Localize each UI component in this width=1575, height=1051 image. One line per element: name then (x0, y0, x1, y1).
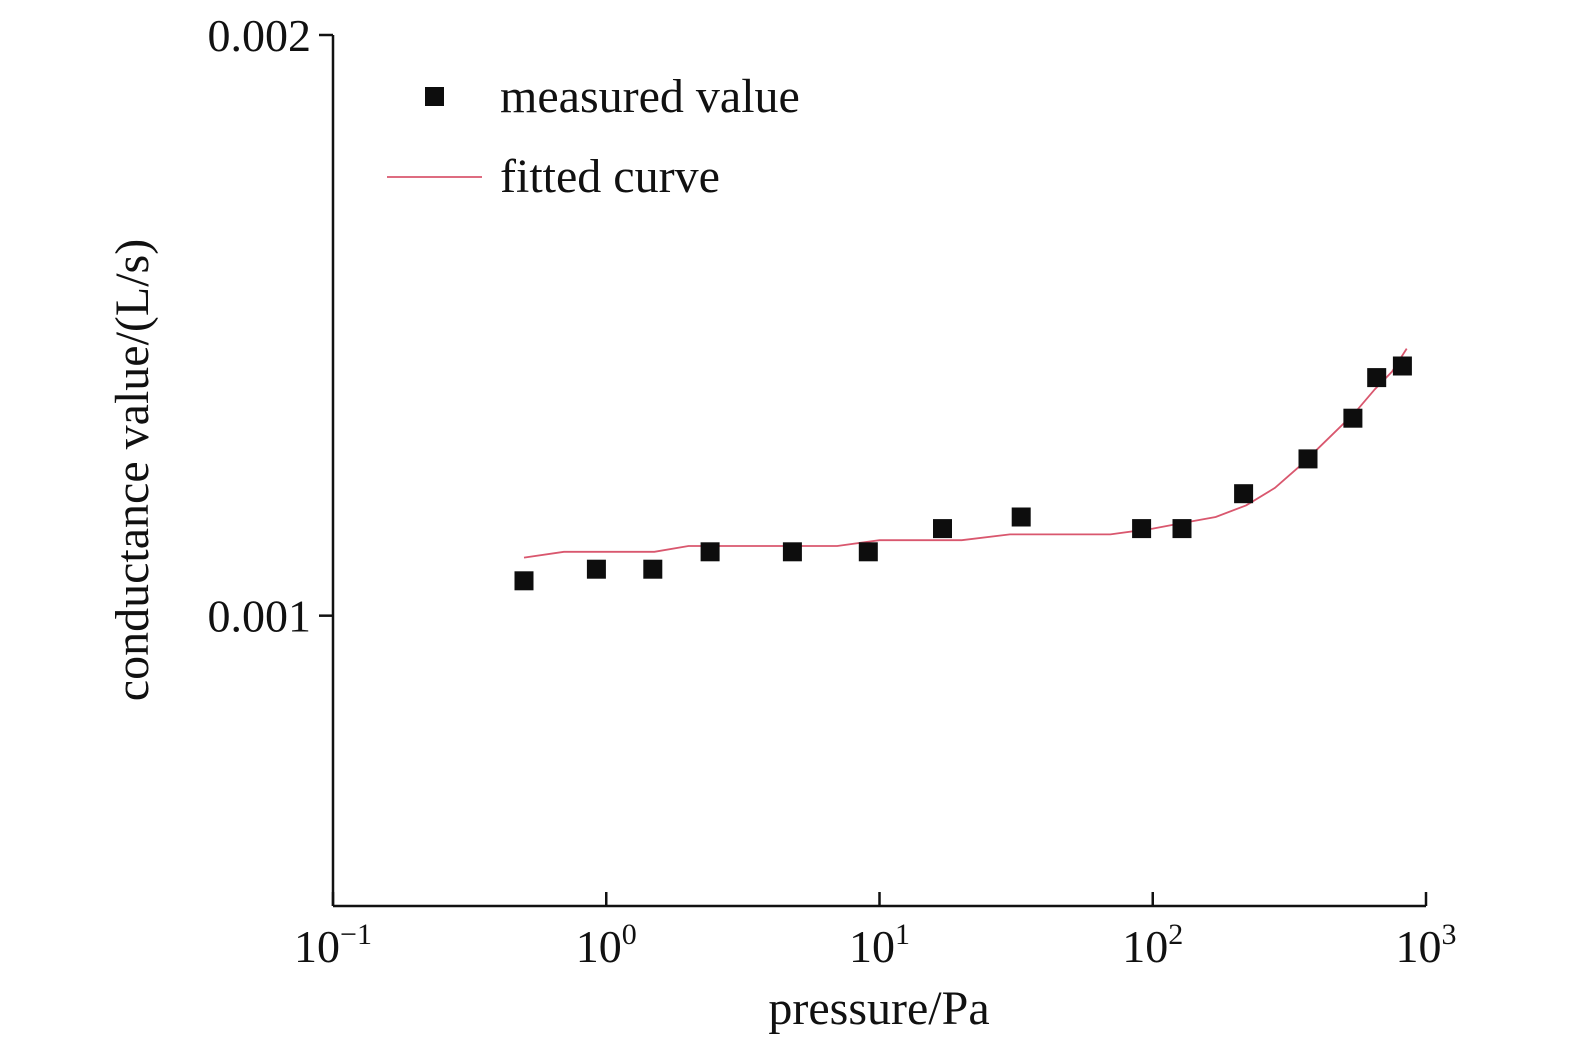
fitted-curve-line (523, 348, 1408, 559)
x-tick-base: 10 (849, 921, 895, 972)
legend-label-fitted-curve: fitted curve (500, 150, 720, 203)
x-tick-base: 10 (576, 921, 622, 972)
x-tick-label: 103 (1396, 918, 1457, 972)
x-tick-label: 100 (576, 918, 637, 972)
measured-value-point (1343, 408, 1363, 428)
x-tick-label: 101 (849, 918, 910, 972)
y-tick-label: 0.002 (208, 10, 312, 61)
x-axis-label: pressure/Pa (768, 982, 989, 1035)
legend: measured value fitted curve (387, 70, 800, 203)
measured-value-series (514, 356, 1412, 591)
x-tick-exponent: 2 (1168, 918, 1183, 951)
x-tick-base: 10 (294, 921, 340, 972)
measured-value-point (858, 542, 878, 562)
measured-value-point (586, 559, 606, 579)
fitted-curve-series (523, 348, 1408, 559)
legend-label-measured-value: measured value (500, 70, 800, 123)
x-tick-exponent: 1 (895, 918, 910, 951)
y-tick-label: 0.001 (208, 591, 312, 642)
x-tick-base: 10 (1122, 921, 1168, 972)
measured-value-point (782, 542, 802, 562)
x-tick-exponent: 0 (622, 918, 637, 951)
x-axis-ticks: 10−1 100 101 102 103 (294, 892, 1457, 972)
x-tick-label: 102 (1122, 918, 1183, 972)
measured-value-point (933, 519, 952, 539)
measured-value-point (1172, 519, 1192, 539)
measured-value-point (1367, 368, 1387, 388)
legend-marker-square (425, 87, 444, 106)
measured-value-point (514, 571, 534, 591)
x-tick-exponent: 3 (1442, 918, 1457, 951)
x-tick-base: 10 (1396, 921, 1442, 972)
measured-value-point (1132, 519, 1152, 539)
measured-value-point (643, 559, 663, 579)
measured-value-point (1011, 507, 1031, 527)
x-tick-label: 10−1 (294, 918, 372, 972)
x-tick-exponent: −1 (340, 918, 372, 951)
measured-value-point (700, 542, 720, 562)
measured-value-point (1298, 449, 1318, 469)
measured-value-point (1234, 484, 1254, 504)
y-axis-label: conductance value/(L/s) (106, 239, 159, 701)
measured-value-point (1392, 356, 1412, 376)
y-axis-ticks: 0.001 0.002 (208, 10, 333, 642)
plot-area (331, 35, 1426, 908)
